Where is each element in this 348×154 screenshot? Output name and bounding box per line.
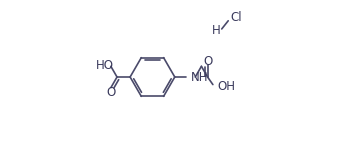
Text: NH: NH: [191, 71, 208, 84]
Text: HO: HO: [96, 59, 114, 72]
Text: O: O: [107, 86, 116, 99]
Text: H: H: [212, 24, 220, 37]
Text: OH: OH: [218, 80, 236, 93]
Text: O: O: [204, 55, 213, 68]
Text: Cl: Cl: [230, 11, 242, 24]
